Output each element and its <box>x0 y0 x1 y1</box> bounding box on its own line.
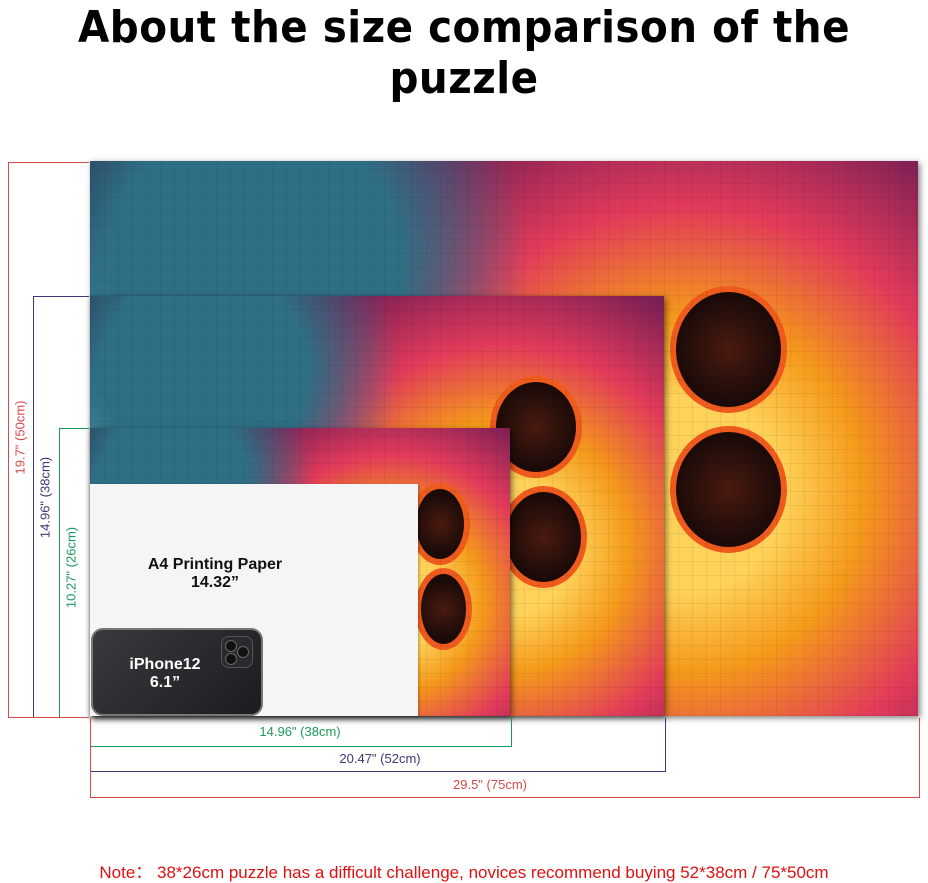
medium-height-bracket <box>33 296 89 717</box>
camera-icon <box>221 636 253 668</box>
large-width-label: 29.5" (75cm) <box>453 777 527 792</box>
phone-size: 6.1” <box>149 674 181 691</box>
medium-height-label: 14.96" (38cm) <box>37 456 53 539</box>
medium-width-label: 20.47" (52cm) <box>339 751 421 766</box>
page-title: About the size comparison of the puzzle <box>78 2 850 104</box>
large-height-label: 19.7" (50cm) <box>12 400 28 475</box>
iphone <box>91 628 263 716</box>
small-height-bracket <box>59 428 89 717</box>
note-text: Note： 38*26cm puzzle has a difficult cha… <box>99 863 829 882</box>
phone-label: iPhone12 <box>129 656 201 673</box>
large-height-bracket <box>8 162 89 718</box>
large-width-bracket <box>90 718 920 798</box>
small-width-label: 14.96" (38cm) <box>259 724 341 739</box>
a4-label: A4 Printing Paper <box>147 556 283 573</box>
a4-size: 14.32” <box>190 574 240 591</box>
small-height-label: 10.27" (26cm) <box>63 526 79 609</box>
